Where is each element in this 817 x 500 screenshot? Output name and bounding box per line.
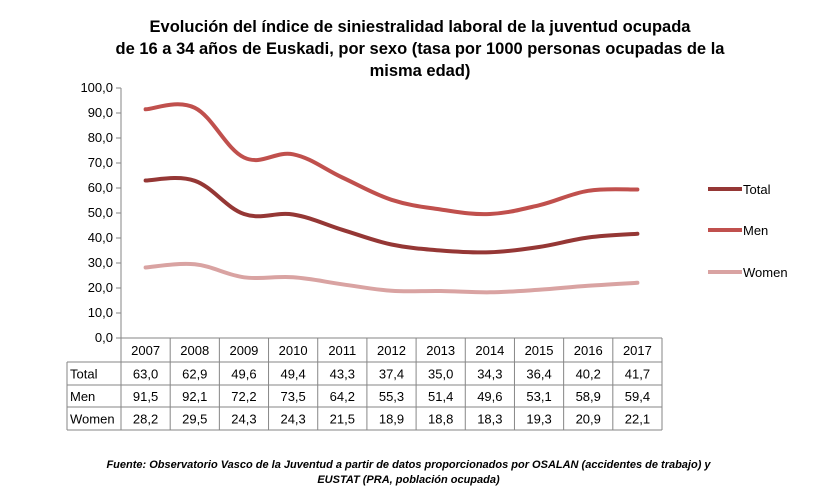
x-tick-label: 2015	[525, 343, 554, 358]
table-cell-women: 28,2	[133, 412, 158, 427]
table-cell-total: 62,9	[182, 367, 207, 382]
x-tick-label: 2014	[475, 343, 504, 358]
series-line-men	[143, 102, 640, 217]
x-tick-label: 2016	[574, 343, 603, 358]
table-cell-women: 18,8	[428, 412, 453, 427]
table-cell-men: 49,6	[477, 389, 502, 404]
table-cell-men: 72,2	[231, 389, 256, 404]
table-cell-total: 41,7	[625, 367, 650, 382]
table-cell-total: 49,6	[231, 367, 256, 382]
x-tick-label: 2012	[377, 343, 406, 358]
table-cell-men: 64,2	[330, 389, 355, 404]
table-cell-women: 22,1	[625, 412, 650, 427]
x-tick-label: 2011	[328, 343, 356, 358]
table-cell-men: 53,1	[526, 389, 551, 404]
y-tick-label: 90,0	[88, 105, 113, 120]
table-cell-total: 63,0	[133, 367, 158, 382]
table-row-label-women: Women	[70, 412, 115, 427]
table-cell-men: 92,1	[182, 389, 207, 404]
source-note: Fuente: Observatorio Vasco de la Juventu…	[40, 458, 777, 488]
table-cell-total: 49,4	[280, 367, 305, 382]
table-cell-total: 37,4	[379, 367, 404, 382]
x-tick-label: 2007	[131, 343, 160, 358]
y-tick-label: 100,0	[80, 80, 113, 95]
chart-title-line-1: Evolución del índice de siniestralidad l…	[149, 18, 691, 36]
y-tick-label: 70,0	[88, 155, 113, 170]
table-cell-women: 24,3	[231, 412, 256, 427]
table-cell-women: 24,3	[280, 412, 305, 427]
table-cell-total: 36,4	[526, 367, 551, 382]
series-line-total	[143, 176, 640, 255]
table-cell-women: 20,9	[576, 412, 601, 427]
y-tick-label: 80,0	[88, 130, 113, 145]
x-tick-label: 2017	[623, 343, 652, 358]
table-cell-total: 40,2	[576, 367, 601, 382]
table-cell-women: 18,3	[477, 412, 502, 427]
table-row-label-total: Total	[70, 367, 98, 382]
legend-label-women: Women	[743, 265, 788, 280]
table-cell-men: 91,5	[133, 389, 158, 404]
table-cell-men: 59,4	[625, 389, 650, 404]
y-tick-label: 20,0	[88, 280, 113, 295]
chart-title: Evolución del índice de siniestralidad l…	[80, 16, 760, 82]
y-tick-label: 10,0	[88, 305, 113, 320]
legend-label-total: Total	[743, 182, 771, 197]
table-cell-men: 55,3	[379, 389, 404, 404]
y-tick-label: 60,0	[88, 180, 113, 195]
table-cell-total: 34,3	[477, 367, 502, 382]
table-row-label-men: Men	[70, 389, 95, 404]
series-line-women	[143, 261, 640, 295]
table-cell-total: 43,3	[330, 367, 355, 382]
table-cell-women: 18,9	[379, 412, 404, 427]
table-cell-women: 21,5	[330, 412, 355, 427]
x-tick-label: 2008	[180, 343, 209, 358]
table-cell-men: 58,9	[576, 389, 601, 404]
chart-title-line-2: de 16 a 34 años de Euskadi, por sexo (ta…	[115, 40, 725, 58]
table-cell-women: 29,5	[182, 412, 207, 427]
y-tick-label: 30,0	[88, 255, 113, 270]
source-note-line-2: EUSTAT (PRA, población ocupada)	[317, 474, 500, 486]
x-tick-label: 2010	[279, 343, 308, 358]
table-cell-men: 73,5	[280, 389, 305, 404]
source-note-line-1: Fuente: Observatorio Vasco de la Juventu…	[106, 459, 711, 471]
legend-label-men: Men	[743, 223, 768, 238]
x-tick-label: 2013	[426, 343, 455, 358]
table-cell-men: 51,4	[428, 389, 453, 404]
table-cell-women: 19,3	[526, 412, 551, 427]
table-cell-total: 35,0	[428, 367, 453, 382]
chart-title-line-3: misma edad)	[369, 62, 471, 80]
y-tick-label: 0,0	[95, 330, 113, 345]
x-tick-label: 2009	[229, 343, 258, 358]
y-tick-label: 40,0	[88, 230, 113, 245]
y-tick-label: 50,0	[88, 205, 113, 220]
